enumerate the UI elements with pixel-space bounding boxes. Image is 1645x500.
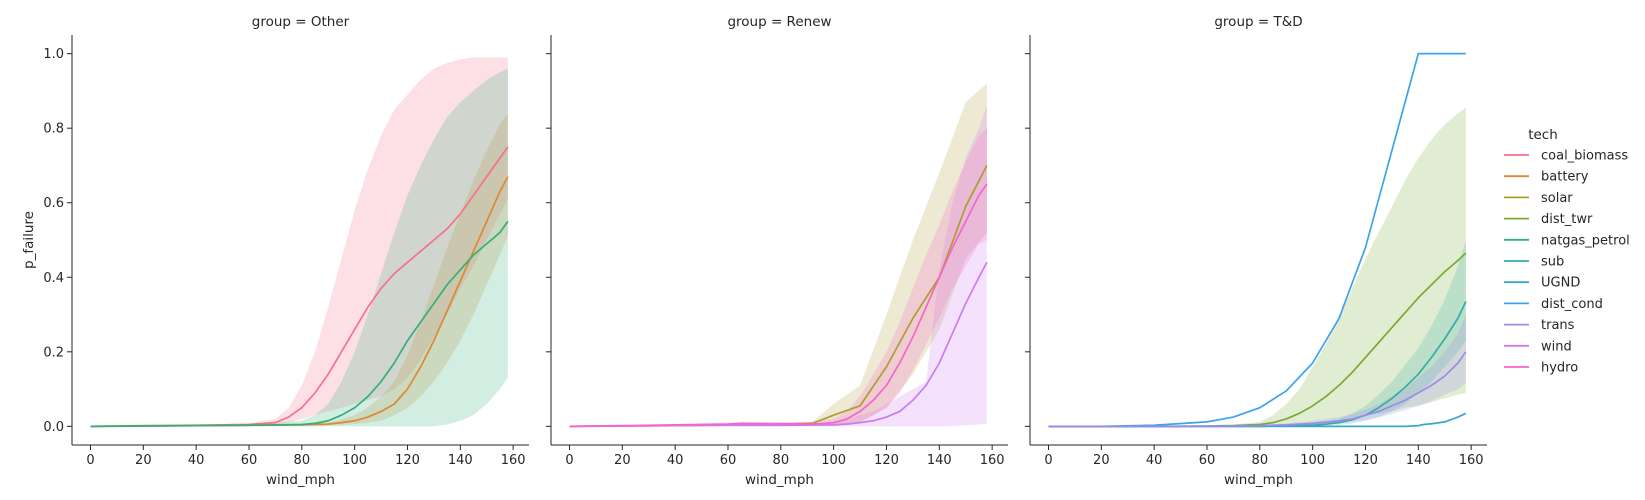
x-tick-label: 100 — [821, 453, 846, 468]
legend-entry-hydro: hydro — [1504, 361, 1578, 376]
series-line-trans — [1048, 351, 1467, 428]
x-tick-label: 0 — [565, 453, 573, 468]
x-tick-label: 140 — [448, 453, 473, 468]
ci-band-hydro — [569, 128, 987, 427]
x-axis-label: wind_mph — [266, 472, 335, 488]
legend-entry-trans: trans — [1504, 318, 1575, 333]
legend-label: battery — [1541, 170, 1589, 185]
legend-label: coal_biomass — [1541, 149, 1628, 164]
panel-title: group = Other — [252, 14, 350, 30]
y-tick-label: 1.0 — [43, 47, 64, 62]
x-tick-label: 0 — [1044, 453, 1052, 468]
x-tick-label: 160 — [980, 453, 1005, 468]
ci-band-coal_biomass — [90, 57, 508, 427]
legend-label: wind — [1541, 339, 1572, 354]
y-axis-label: p_failure — [21, 211, 37, 269]
x-tick-label: 160 — [501, 453, 526, 468]
series-line-wind — [569, 261, 988, 428]
legend-label: UGND — [1541, 276, 1580, 291]
x-tick-label: 40 — [188, 453, 205, 468]
legend-entry-coal_biomass: coal_biomass — [1504, 149, 1628, 164]
legend-entry-battery: battery — [1504, 170, 1589, 185]
legend-entry-wind: wind — [1504, 339, 1572, 354]
legend-label: hydro — [1541, 361, 1578, 376]
x-tick-label: 20 — [135, 453, 152, 468]
x-tick-label: 100 — [342, 453, 367, 468]
x-tick-label: 80 — [773, 453, 790, 468]
x-tick-label: 160 — [1459, 453, 1484, 468]
y-tick-label: 0.8 — [43, 122, 64, 137]
panel-3: group = T&D 0 20 40 60 80 100 120 140 160 wind_mph — [1025, 14, 1487, 488]
x-tick-label: 40 — [667, 453, 684, 468]
x-tick-label: 120 — [395, 453, 420, 468]
legend-entry-solar: solar — [1504, 191, 1573, 206]
legend-label: dist_cond — [1541, 297, 1603, 312]
y-tick-label: 0.0 — [43, 420, 64, 435]
ci-band-solar — [569, 83, 987, 427]
x-tick-label: 20 — [614, 453, 631, 468]
x-tick-label: 40 — [1146, 453, 1163, 468]
x-tick-label: 80 — [294, 453, 311, 468]
x-tick-label: 140 — [1406, 453, 1431, 468]
x-tick-label: 120 — [1353, 453, 1378, 468]
ci-band-wind — [569, 105, 987, 427]
x-tick-label: 20 — [1093, 453, 1110, 468]
x-axis-label: wind_mph — [1224, 472, 1293, 488]
legend-title: tech — [1528, 127, 1558, 143]
ci-band-dist_twr — [1048, 107, 1466, 427]
x-tick-label: 120 — [874, 453, 899, 468]
x-tick-label: 60 — [1199, 453, 1216, 468]
y-tick-label: 0.6 — [43, 196, 64, 211]
x-tick-label: 60 — [720, 453, 737, 468]
x-tick-label: 60 — [241, 453, 258, 468]
x-axis-label: wind_mph — [745, 472, 814, 488]
x-tick-label: 140 — [927, 453, 952, 468]
y-tick-label: 0.4 — [43, 271, 64, 286]
legend-label: dist_twr — [1541, 212, 1593, 227]
x-tick-label: 100 — [1300, 453, 1325, 468]
panel-title: group = T&D — [1214, 14, 1302, 30]
panel-1: group = Other 0 20 40 60 80 100 120 140 160 0.0 0.2… — [21, 14, 529, 488]
series-line-coal_biomass — [90, 146, 509, 428]
ci-band-natgas_petrol — [90, 68, 508, 427]
legend-entry-sub: sub — [1504, 255, 1564, 270]
series-line-natgas_petrol — [90, 220, 509, 428]
series-line-hydro — [569, 183, 988, 428]
x-tick-label: 0 — [86, 453, 94, 468]
y-tick-label: 0.2 — [43, 345, 64, 360]
legend-entry-dist_twr: dist_twr — [1504, 212, 1593, 227]
legend-label: solar — [1541, 191, 1573, 206]
panel-title: group = Renew — [727, 14, 831, 30]
series-line-dist_cond — [1048, 52, 1466, 428]
legend-label: trans — [1541, 318, 1575, 333]
legend-entry-natgas_petrol: natgas_petrol — [1504, 233, 1630, 248]
legend-entry-UGND: UGND — [1504, 276, 1580, 291]
legend-label: natgas_petrol — [1541, 233, 1630, 248]
legend-label: sub — [1541, 255, 1564, 270]
x-tick-label: 80 — [1252, 453, 1269, 468]
legend-entry-dist_cond: dist_cond — [1504, 297, 1603, 312]
panel-2: group = Renew 0 20 40 60 80 100 120 140 160 wind_m… — [546, 14, 1008, 488]
